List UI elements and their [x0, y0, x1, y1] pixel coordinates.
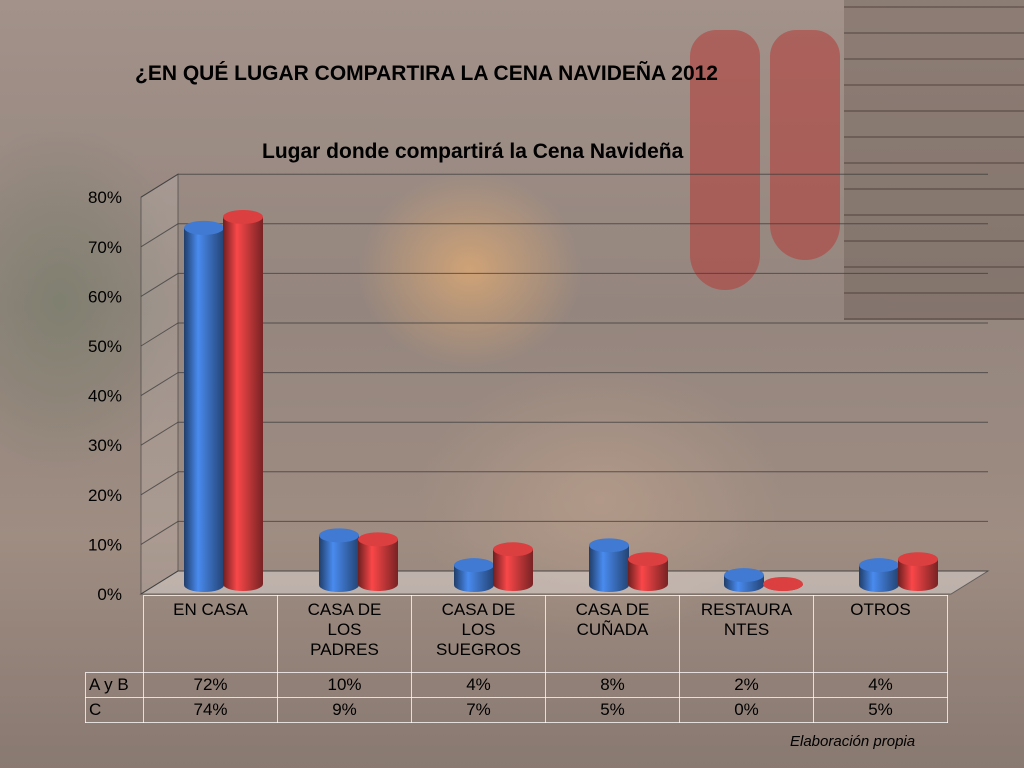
bar-top [763, 577, 803, 591]
bar-top [184, 220, 224, 235]
series-label: C [85, 697, 144, 723]
bar-top [358, 532, 398, 547]
bar [628, 552, 668, 591]
series-label: A y B [85, 672, 144, 698]
bar-top [319, 528, 359, 543]
bar-top [898, 552, 938, 567]
data-value: 8% [545, 672, 680, 698]
data-value: 7% [411, 697, 546, 723]
bar-body [859, 565, 899, 592]
data-value: 74% [143, 697, 278, 723]
category-label: CASA DE CUÑADA [545, 595, 680, 673]
gridline [140, 421, 988, 446]
table-corner [85, 595, 144, 673]
bar-body [898, 559, 938, 591]
background-stocking [770, 30, 840, 260]
y-tick-label: 70% [88, 238, 122, 257]
bar-top [628, 552, 668, 567]
bar-body [358, 539, 398, 591]
bar-body [319, 535, 359, 592]
data-table: EN CASA CASA DE LOS PADRES CASA DE LOS SUEGR… [85, 595, 948, 723]
bar-body [589, 545, 629, 592]
y-tick-label: 80% [88, 188, 122, 207]
y-tick-label: 30% [88, 436, 122, 455]
bar [859, 558, 899, 592]
bar-top [724, 568, 764, 583]
data-value: 72% [143, 672, 278, 698]
y-tick-label: 40% [88, 387, 122, 406]
bar [763, 577, 803, 591]
chart-title: Lugar donde compartirá la Cena Navideña [262, 140, 684, 163]
category-label: CASA DE LOS PADRES [277, 595, 412, 673]
data-value: 0% [679, 697, 814, 723]
data-value: 4% [411, 672, 546, 698]
table-row-series-1: C 74% 9% 7% 5% 0% 5% [85, 697, 948, 723]
bar [319, 528, 359, 592]
bar-body [493, 549, 533, 591]
bar [898, 552, 938, 591]
bar [223, 209, 263, 591]
bar-body [184, 227, 224, 592]
category-label: RESTAURA NTES [679, 595, 814, 673]
category-label: CASA DE LOS SUEGROS [411, 595, 546, 673]
bar-body [223, 216, 263, 591]
gridline [140, 173, 988, 198]
gridline [140, 520, 988, 545]
table-row-series-0: A y B 72% 10% 4% 8% 2% 4% [85, 672, 948, 698]
y-tick-label: 60% [88, 287, 122, 306]
y-tick-label: 20% [88, 486, 122, 505]
credit-note: Elaboración propia [790, 733, 916, 750]
data-value: 5% [545, 697, 680, 723]
data-value: 4% [813, 672, 948, 698]
bar-body [454, 565, 494, 592]
gridline [140, 272, 988, 297]
bar-top [493, 542, 533, 557]
category-label: OTROS [813, 595, 948, 673]
bar-top [223, 209, 263, 224]
data-value: 5% [813, 697, 948, 723]
background-brick-wall [844, 0, 1024, 320]
y-tick-label: 50% [88, 337, 122, 356]
bar-top [589, 538, 629, 553]
gridline [140, 223, 988, 248]
gridline [140, 570, 988, 595]
gridline [140, 322, 988, 347]
bar-body [628, 559, 668, 591]
background-stocking [690, 30, 760, 290]
bar [493, 542, 533, 591]
page-title: ¿EN QUÉ LUGAR COMPARTIRA LA CENA NAVIDEÑ… [135, 62, 718, 85]
gridline [140, 372, 988, 397]
data-value: 2% [679, 672, 814, 698]
bar-top [859, 558, 899, 573]
bar [724, 568, 764, 592]
table-header-row: EN CASA CASA DE LOS PADRES CASA DE LOS SUEGR… [85, 595, 948, 673]
category-label: EN CASA [143, 595, 278, 673]
data-value: 9% [277, 697, 412, 723]
bar [358, 532, 398, 591]
data-value: 10% [277, 672, 412, 698]
bar-top [454, 558, 494, 573]
y-tick-label: 10% [88, 535, 122, 554]
gridline [140, 471, 988, 496]
bar [589, 538, 629, 592]
bar [184, 220, 224, 592]
bar [454, 558, 494, 592]
